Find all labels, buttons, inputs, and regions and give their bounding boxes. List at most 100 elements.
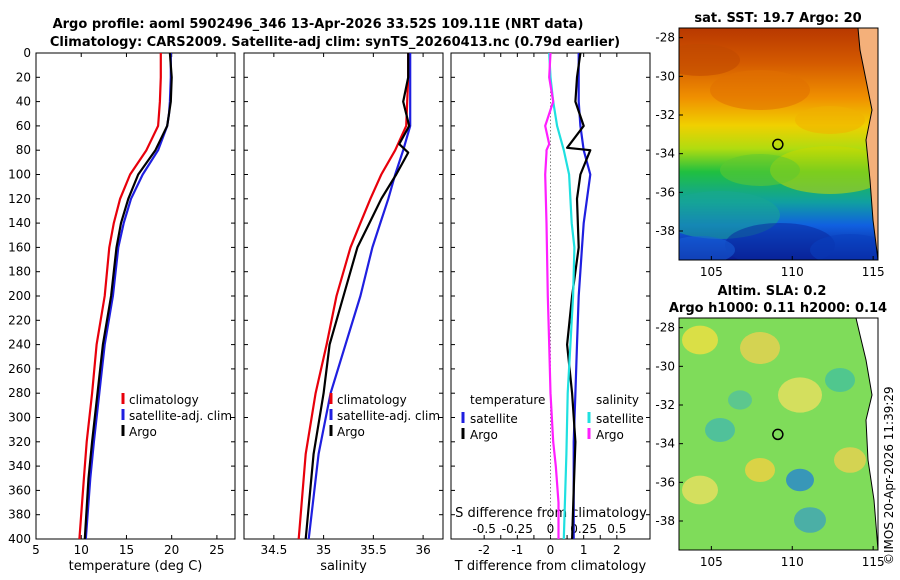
y-tick-label: 360: [8, 483, 31, 497]
map-x-tick-label: 105: [700, 265, 723, 279]
map-y-tick-label: -30: [655, 69, 675, 83]
y-tick-label: 260: [8, 362, 31, 376]
x-tick-label: 25: [209, 543, 224, 557]
series-line: [297, 53, 410, 540]
s-axis-label: S difference from climatology: [455, 506, 647, 521]
sst-blob: [710, 70, 810, 110]
y-tick-label: 380: [8, 508, 31, 522]
x-tick-label: 5: [32, 543, 40, 557]
y-tick-label: 100: [8, 168, 31, 182]
x-axis-label: temperature (deg C): [69, 559, 203, 574]
y-tick-label: 340: [8, 459, 31, 473]
legend-title-salinity: salinity: [596, 393, 639, 407]
sst-title: sat. SST: 19.7 Argo: 20: [694, 11, 861, 26]
x-tick-label: 2: [613, 543, 621, 557]
sla-blob: [778, 377, 822, 413]
s-tick-label: -0.25: [502, 522, 533, 536]
map-y-tick-label: -36: [655, 475, 675, 489]
s-tick-label: 0.5: [607, 522, 626, 536]
y-tick-label: 280: [8, 386, 31, 400]
map-y-tick-label: -34: [655, 437, 675, 451]
x-tick-label: 1: [580, 543, 588, 557]
map-y-tick-label: -36: [655, 185, 675, 199]
sst-blob: [679, 236, 735, 260]
sla-blob: [786, 468, 814, 492]
title-line-2: Climatology: CARS2009. Satellite-adj cli…: [50, 35, 620, 50]
map-y-tick-label: -28: [655, 31, 675, 45]
y-tick-label: 300: [8, 411, 31, 425]
map-y-tick-label: -28: [655, 321, 675, 335]
legend-label: satellite: [470, 412, 518, 426]
s-tick-label: 0.25: [570, 522, 597, 536]
sla-blob: [834, 447, 866, 473]
imos-credit: ©IMOS 20-Apr-2026 11:39:29: [882, 386, 896, 565]
sla-blob: [794, 507, 826, 533]
sst-map-frame: [678, 27, 879, 261]
y-tick-label: 60: [16, 119, 31, 133]
y-tick-label: 20: [16, 70, 31, 84]
y-tick-label: 40: [16, 95, 31, 109]
map-y-tick-label: -38: [655, 224, 675, 238]
legend-label: satellite: [596, 412, 644, 426]
sst-blob: [795, 106, 865, 134]
map-x-tick-label: 105: [700, 555, 723, 569]
sst-blob: [770, 146, 878, 194]
sst-map: sat. SST: 19.7 Argo: 20 105 110 115 -28 -30 -…: [655, 11, 885, 279]
sst-blob: [810, 234, 878, 260]
sla-blob: [740, 332, 780, 364]
sla-blob: [682, 475, 718, 505]
y-tick-label: 0: [23, 46, 31, 60]
difference-profile: -2 -1 0 1 2 T difference from climatology S di…: [450, 52, 651, 574]
sla-map: Altim. SLA: 0.2 Argo h1000: 0.11 h2000: …: [655, 284, 887, 569]
sla-blob: [682, 325, 718, 355]
y-tick-label: 320: [8, 435, 31, 449]
plot-frame: [35, 52, 236, 540]
y-tick-label: 80: [16, 143, 31, 157]
series-line: [548, 52, 576, 540]
argo-marker: [772, 138, 784, 151]
sst-blob: [679, 44, 740, 76]
temperature-profile: 0 20 40 60 80 100 120 140 160 180 200 220 240 260 280 3…: [8, 46, 236, 574]
legend-label: satellite-adj. clim: [337, 409, 440, 423]
map-x-tick-label: 110: [781, 555, 804, 569]
s-tick-label: -0.5: [472, 522, 495, 536]
x-tick-label: -2: [478, 543, 490, 557]
map-y-tick-label: -32: [655, 398, 675, 412]
y-tick-label: 180: [8, 265, 31, 279]
sla-map-frame: [678, 317, 879, 551]
salinity-profile: 34.5 35 35.5 36 salinity climatology satellite…: [243, 52, 444, 574]
map-x-tick-label: 115: [862, 265, 885, 279]
legend-label: Argo: [337, 425, 365, 439]
x-tick-label: 0: [547, 543, 555, 557]
land-australia: [857, 28, 878, 260]
sla-title-line-2: Argo h1000: 0.11 h2000: 0.14: [669, 301, 887, 316]
s-tick-label: 0: [547, 522, 555, 536]
title-line-1: Argo profile: aoml 5902496_346 13-Apr-20…: [53, 17, 584, 32]
x-axis-label: salinity: [320, 559, 367, 574]
x-tick-label: 35: [316, 543, 331, 557]
legend-title-temperature: temperature: [470, 393, 545, 407]
x-tick-label: 34.5: [260, 543, 287, 557]
sla-title-line-1: Altim. SLA: 0.2: [718, 284, 827, 299]
y-tick-label: 140: [8, 216, 31, 230]
sla-blob: [745, 458, 775, 482]
map-x-tick-label: 110: [781, 265, 804, 279]
series-line: [83, 52, 173, 540]
map-y-tick-label: -32: [655, 108, 675, 122]
map-y-tick-label: -34: [655, 147, 675, 161]
series-line: [304, 53, 411, 540]
y-tick-label: 400: [8, 532, 31, 546]
map-y-tick-label: -30: [655, 359, 675, 373]
legend-label: climatology: [129, 393, 199, 407]
x-tick-label: 36: [415, 543, 430, 557]
sla-blob: [728, 390, 752, 410]
y-tick-label: 220: [8, 313, 31, 327]
map-x-tick-label: 115: [862, 555, 885, 569]
series-line: [565, 52, 592, 540]
sst-blob: [725, 223, 835, 260]
x-tick-label: -1: [511, 543, 523, 557]
x-tick-label: 20: [164, 543, 179, 557]
sla-blob: [825, 368, 855, 392]
legend-label: Argo: [470, 428, 498, 442]
